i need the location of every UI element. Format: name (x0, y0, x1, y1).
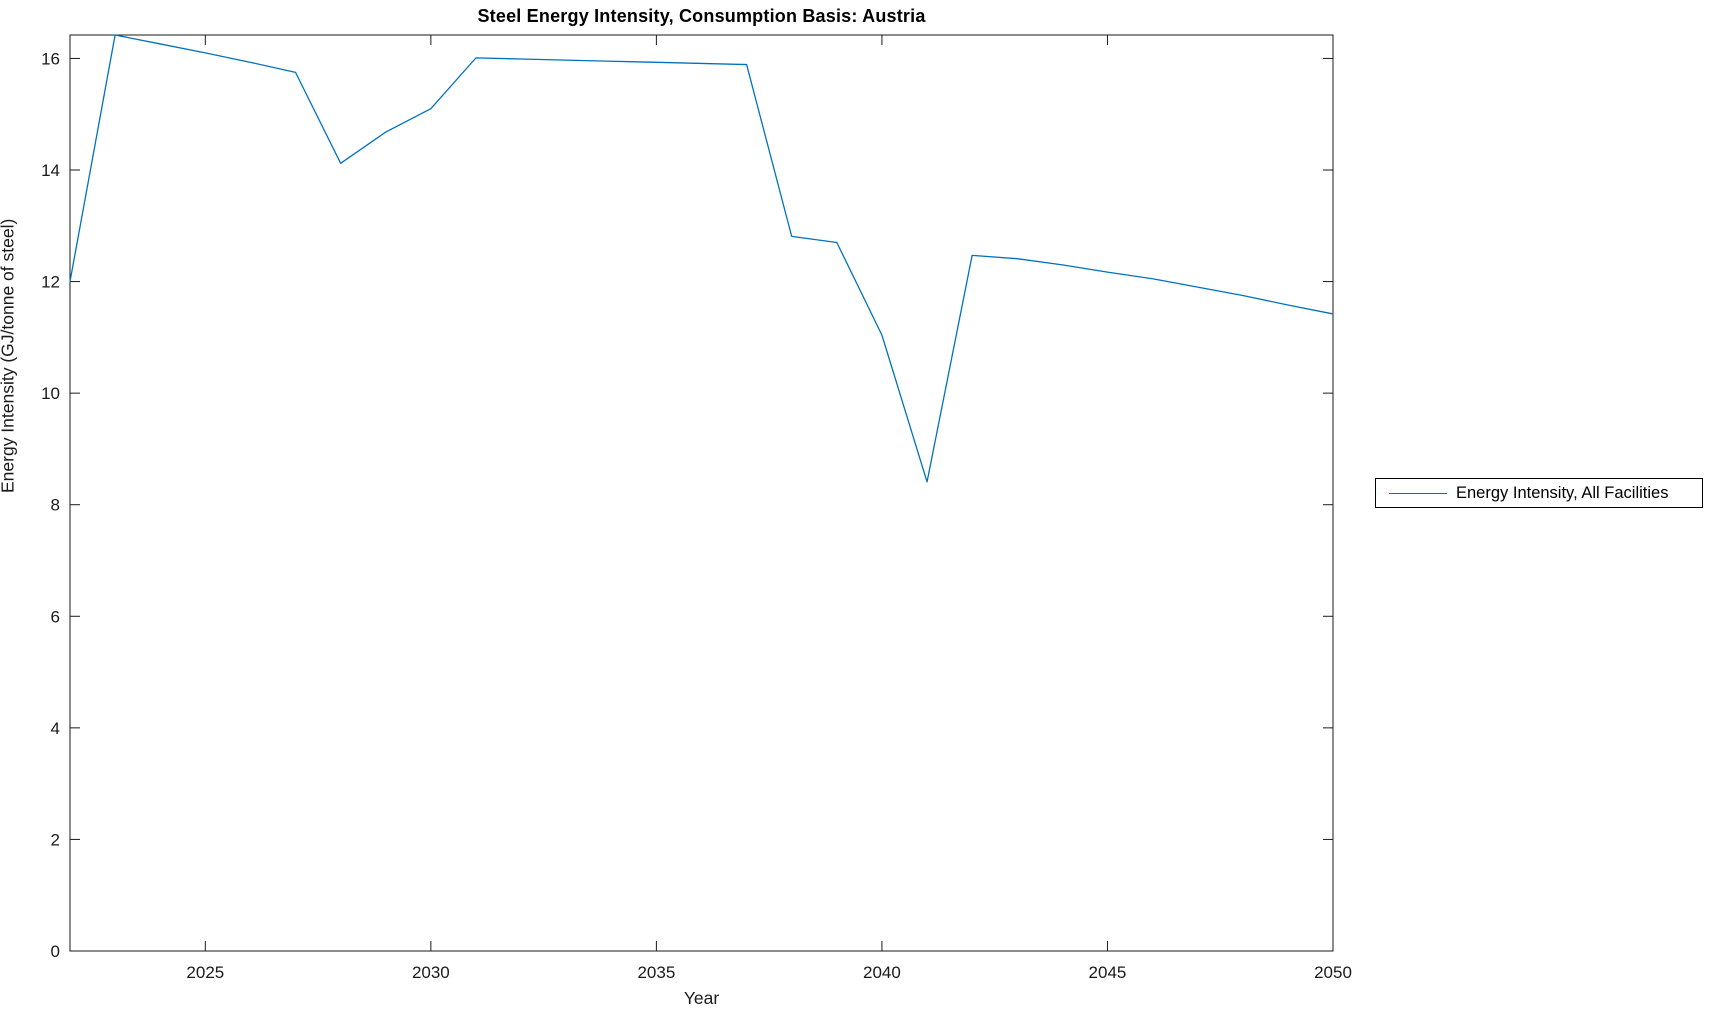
x-tick-label: 2050 (1314, 963, 1352, 982)
y-tick-label: 8 (51, 496, 60, 515)
x-axis-label: Year (683, 988, 720, 1008)
legend-series-label: Energy Intensity, All Facilities (1456, 483, 1669, 502)
axes-box (69, 34, 1334, 952)
x-tick-label: 2025 (186, 963, 224, 982)
x-tick-label: 2045 (1089, 963, 1127, 982)
legend-line-icon (1389, 492, 1447, 494)
x-tick-label: 2035 (637, 963, 675, 982)
data-line (69, 34, 1334, 483)
y-tick-label: 16 (41, 49, 60, 68)
x-tick-label: 2040 (863, 963, 901, 982)
y-tick-label: 12 (41, 273, 60, 292)
x-tick-label: 2030 (412, 963, 450, 982)
y-tick-label: 6 (51, 607, 60, 626)
y-tick-label: 2 (51, 830, 60, 849)
legend-box: Energy Intensity, All Facilities (1375, 478, 1703, 508)
y-tick-label: 0 (51, 942, 60, 961)
y-tick-label: 14 (41, 161, 60, 180)
y-tick-label: 4 (51, 719, 60, 738)
y-tick-label: 10 (41, 384, 60, 403)
chart-title: Steel Energy Intensity, Consumption Basi… (477, 6, 926, 26)
